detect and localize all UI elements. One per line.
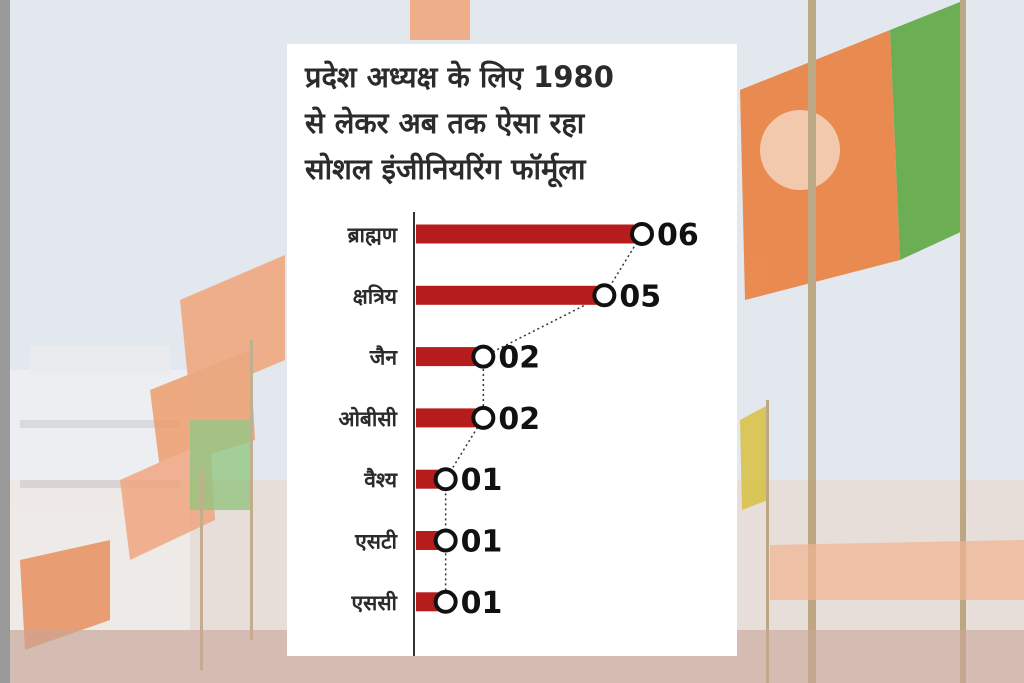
category-label: वैश्य bbox=[363, 467, 398, 492]
category-label: ओबीसी bbox=[338, 406, 398, 431]
category-label: क्षत्रिय bbox=[353, 283, 398, 308]
title-line: सोशल इंजीनियरिंग फॉर्मूला bbox=[305, 152, 586, 186]
category-label: ब्राह्मण bbox=[347, 223, 398, 247]
category-label: जैन bbox=[369, 345, 399, 370]
title-line: से लेकर अब तक ऐसा रहा bbox=[305, 106, 585, 140]
value-label: 01 bbox=[461, 525, 503, 560]
chart-title: प्रदेश अध्यक्ष के लिए 1980 से लेकर अब तक… bbox=[305, 54, 725, 192]
bar-end-marker bbox=[630, 222, 654, 246]
bar bbox=[416, 408, 484, 428]
infographic-card: प्रदेश अध्यक्ष के लिए 1980 से लेकर अब तक… bbox=[287, 44, 737, 656]
bar bbox=[416, 224, 642, 244]
bar-chart: ब्राह्मण 06 क्षत्रिय 05 जैन 02 ओबीसी 02 वैश्य 01 ए… bbox=[338, 212, 699, 656]
value-label: 06 bbox=[657, 218, 699, 253]
category-label: एसटी bbox=[354, 529, 398, 554]
bar-end-marker bbox=[433, 589, 458, 614]
bar-end-marker bbox=[471, 405, 496, 430]
value-label: 02 bbox=[498, 402, 540, 437]
value-label: 01 bbox=[461, 586, 503, 621]
value-label: 01 bbox=[461, 463, 503, 498]
bar bbox=[416, 347, 484, 367]
bar bbox=[416, 285, 605, 305]
value-label: 02 bbox=[498, 341, 540, 376]
bar-end-marker bbox=[433, 467, 458, 492]
title-line: प्रदेश अध्यक्ष के लिए 1980 bbox=[305, 60, 614, 94]
value-label: 05 bbox=[619, 279, 661, 314]
bar-end-marker bbox=[471, 344, 496, 369]
category-label: एससी bbox=[351, 590, 399, 615]
bar-end-marker bbox=[433, 528, 458, 553]
bar-end-marker bbox=[592, 283, 617, 308]
